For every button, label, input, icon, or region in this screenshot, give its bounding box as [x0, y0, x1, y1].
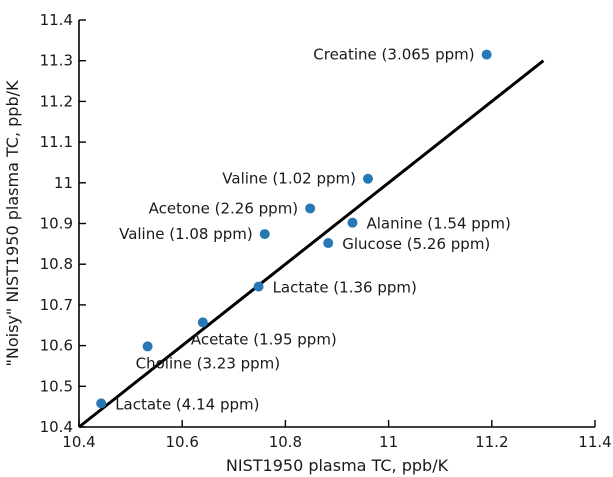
data-point	[253, 281, 264, 292]
data-point	[142, 341, 153, 352]
y-tick-label: 10.4	[40, 418, 73, 436]
data-point	[197, 317, 208, 328]
x-tick-label: 10.4	[62, 433, 95, 451]
y-tick-label: 10.7	[40, 296, 73, 314]
points-layer	[96, 49, 492, 409]
data-point-label: Choline (3.23 ppm)	[136, 354, 281, 372]
y-tick-label: 10.8	[40, 255, 73, 273]
data-point-label: Creatine (3.065 ppm)	[313, 46, 474, 64]
axes: 10.4 10.6 10.8 11 11.2 11.4 10.4 10.5 10.6 10.7 10…	[40, 11, 612, 451]
y-tick-label: 11.2	[40, 92, 73, 110]
data-point-label: Valine (1.02 ppm)	[222, 170, 356, 188]
y-tick-label: 11	[54, 174, 73, 192]
data-point-label: Acetone (2.26 ppm)	[149, 199, 299, 217]
data-point-label: Acetate (1.95 ppm)	[191, 330, 337, 348]
data-point	[305, 203, 316, 214]
x-tick-label: 10.6	[165, 433, 198, 451]
x-tick-label: 11	[379, 433, 398, 451]
x-tick-label: 11.4	[578, 433, 611, 451]
data-point-label: Lactate (1.36 ppm)	[273, 279, 417, 297]
data-point	[323, 238, 334, 249]
y-tick-label: 10.5	[40, 377, 73, 395]
x-tick-label: 11.2	[475, 433, 508, 451]
data-point	[481, 49, 492, 60]
data-point-label: Valine (1.08 ppm)	[119, 225, 253, 243]
point-labels-layer: Creatine (3.065 ppm) Valine (1.02 ppm) Ace…	[115, 46, 511, 414]
y-tick-label: 11.1	[40, 133, 73, 151]
y-tick-label: 10.9	[40, 215, 73, 233]
x-tick-label: 10.8	[269, 433, 302, 451]
reference-line-layer	[78, 59, 545, 429]
data-point-label: Alanine (1.54 ppm)	[366, 215, 510, 233]
data-point-label: Glucose (5.26 ppm)	[342, 235, 490, 253]
y-tick-label: 10.6	[40, 337, 73, 355]
data-point	[259, 229, 270, 240]
data-point-label: Lactate (4.14 ppm)	[115, 395, 259, 413]
data-point	[362, 173, 373, 184]
reference-line	[78, 59, 545, 429]
data-point	[96, 398, 107, 409]
y-axis-label: "Noisy" NIST1950 plasma TC, ppb/K	[3, 80, 22, 366]
x-axis-label: NIST1950 plasma TC, ppb/K	[226, 456, 449, 475]
data-point	[347, 217, 358, 228]
y-tick-label: 11.3	[40, 52, 73, 70]
y-tick-label: 11.4	[40, 11, 73, 29]
